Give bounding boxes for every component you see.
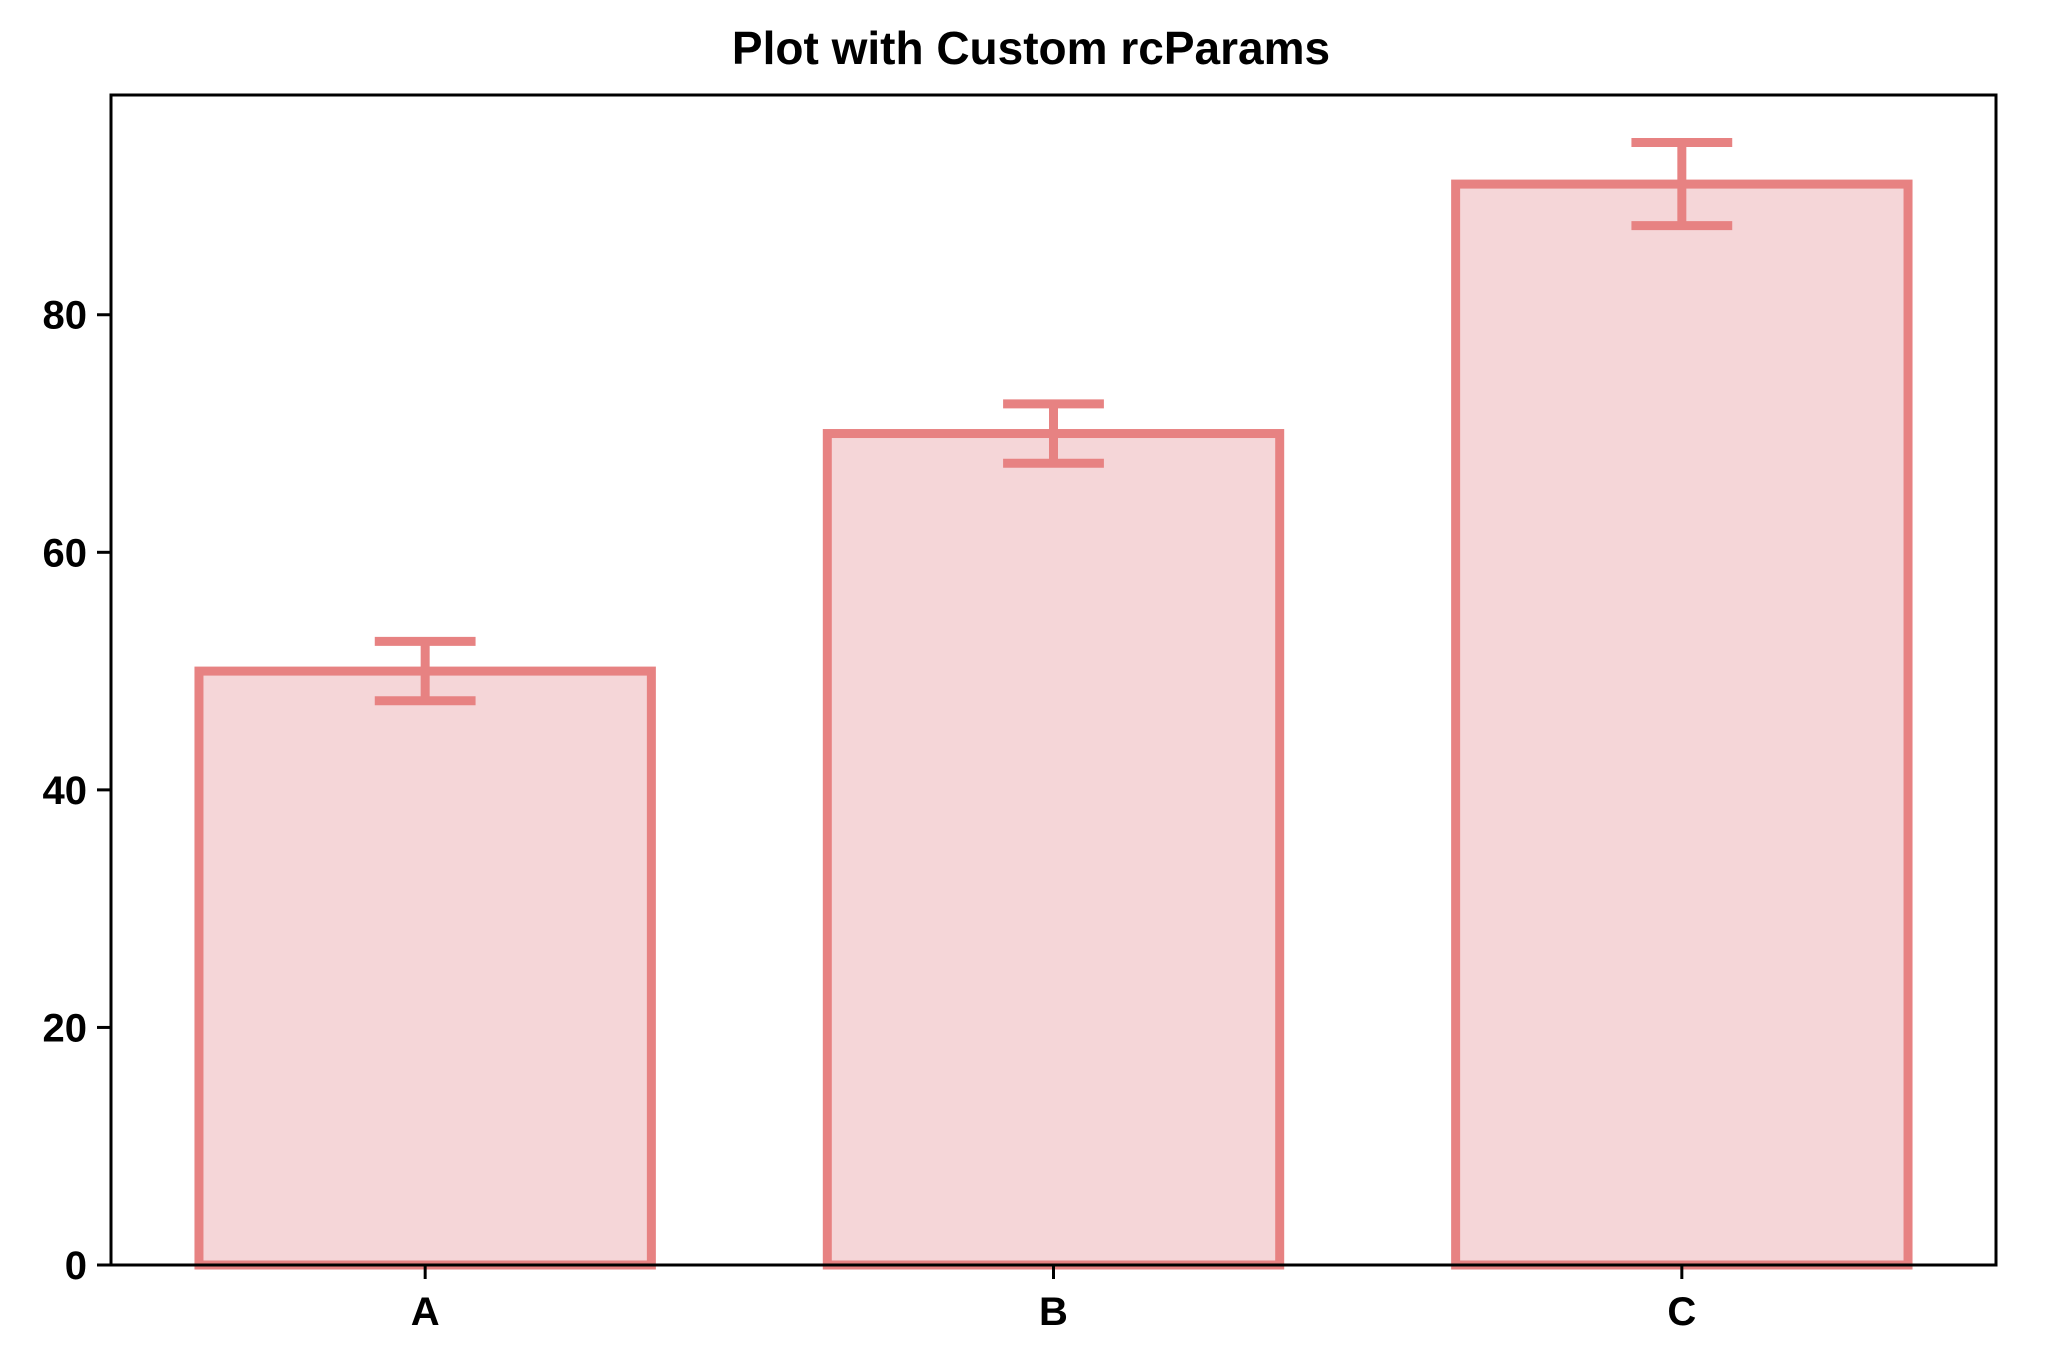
y-tick-label-80: 80 [43, 294, 88, 338]
y-tick-label-20: 20 [43, 1006, 88, 1050]
x-tick-label-A: A [411, 1290, 440, 1334]
bar-C [1451, 179, 1913, 1270]
y-tick-label-40: 40 [43, 769, 88, 813]
errorbar-C [1631, 138, 1733, 231]
errorbars-group [374, 138, 1733, 706]
x-tick-label-B: B [1039, 1290, 1068, 1334]
errorbar-A [374, 636, 476, 706]
y-tick-label-60: 60 [43, 531, 88, 575]
bars-group [194, 179, 1913, 1270]
x-tick-label-C: C [1667, 1290, 1696, 1334]
x-axis: A B C [411, 1265, 1696, 1334]
bar-B [822, 429, 1285, 1270]
y-tick-label-0: 0 [65, 1244, 87, 1288]
errorbar-B [1003, 399, 1104, 468]
chart-title: Plot with Custom rcParams [732, 22, 1330, 74]
bar-A [194, 666, 656, 1270]
y-axis: 0 20 40 60 80 [43, 294, 111, 1288]
